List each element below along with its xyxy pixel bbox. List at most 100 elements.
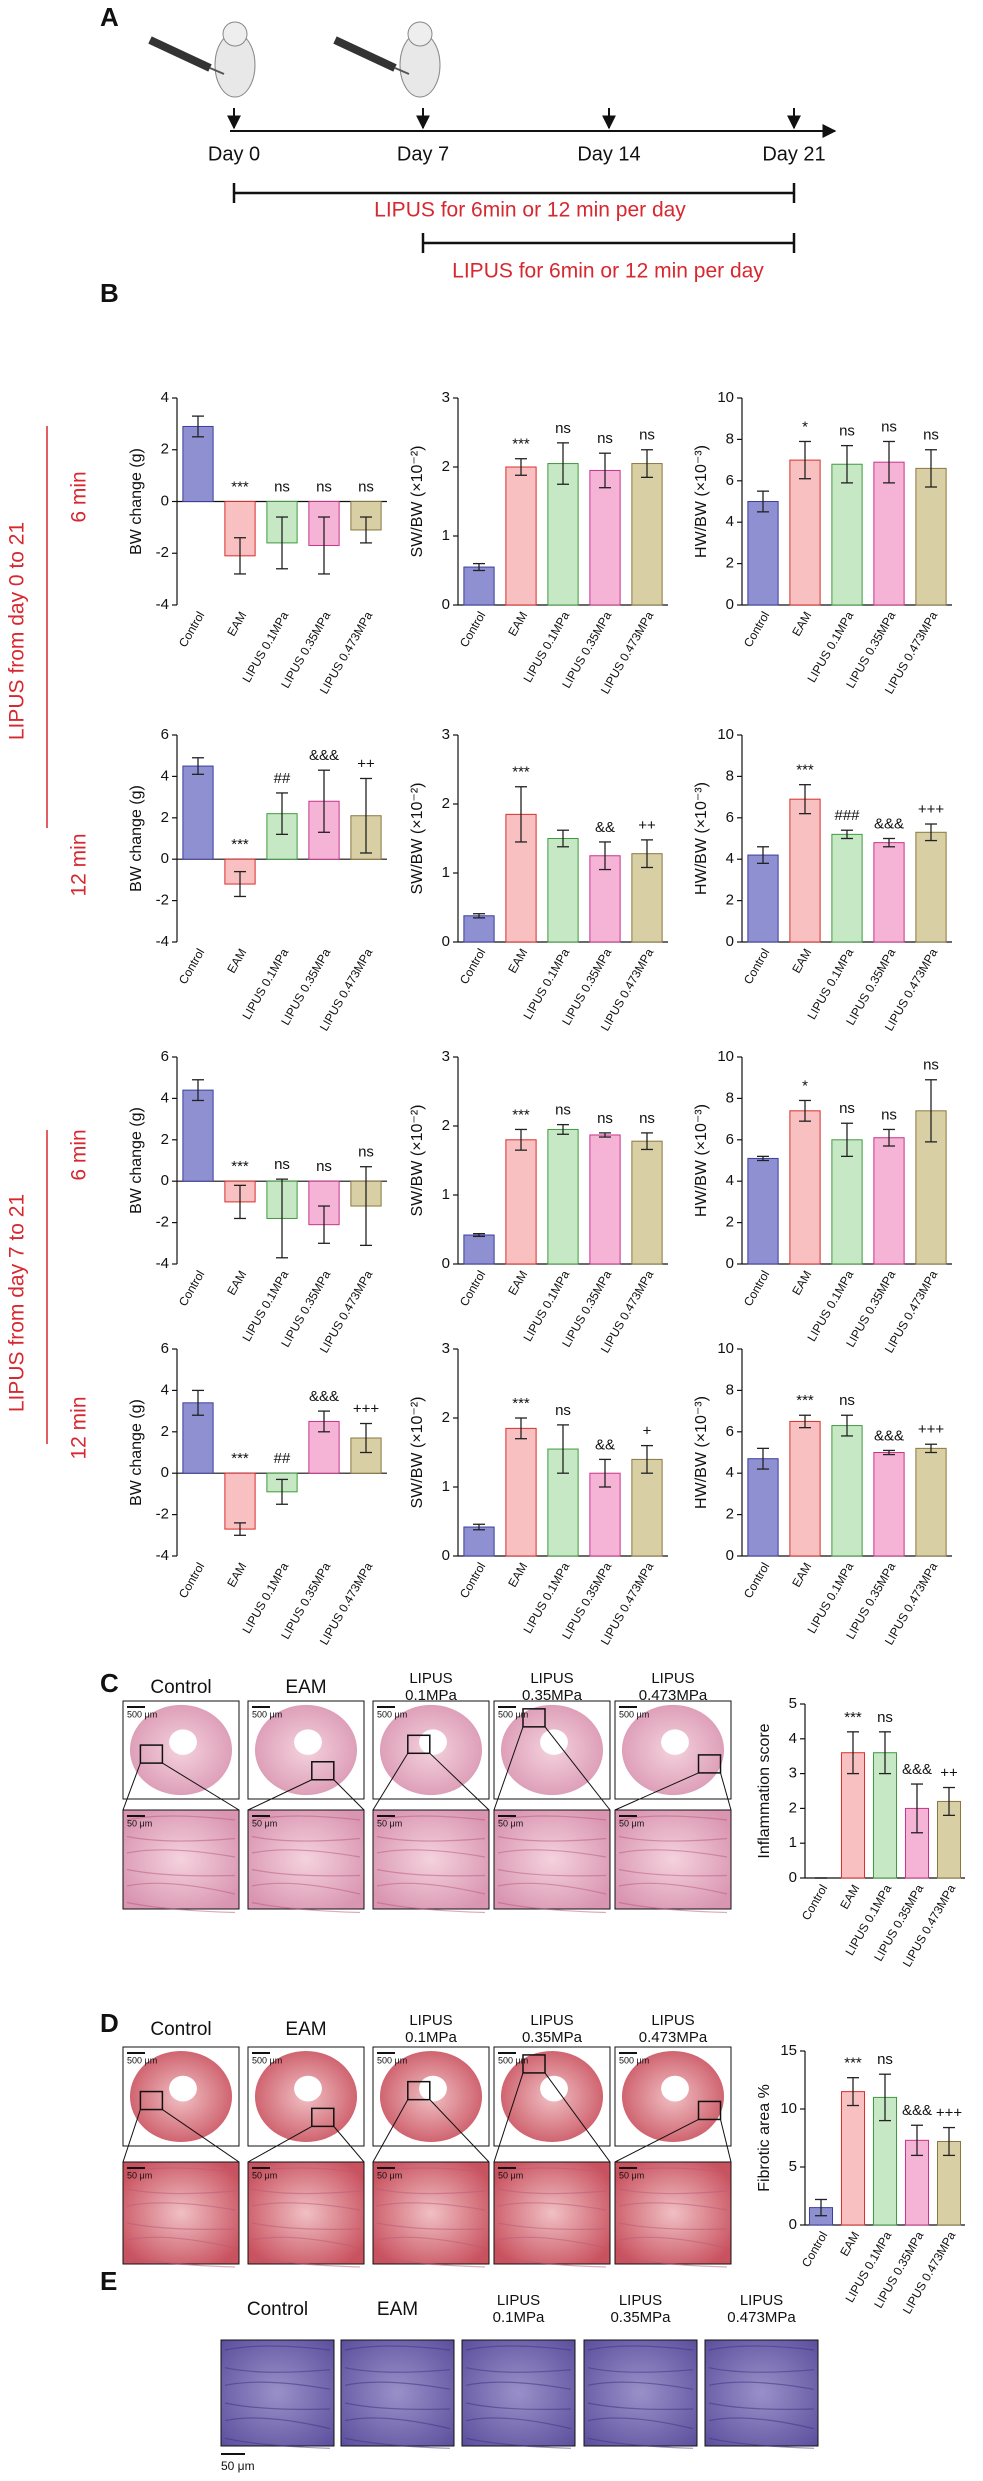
tissue-texture xyxy=(251,2202,361,2211)
y-tick-label: 15 xyxy=(780,2042,797,2059)
y-axis-label: BW change (g) xyxy=(128,1399,145,1506)
x-tick-label: EAM xyxy=(789,1268,814,1298)
scale-label: 500 μm xyxy=(377,2055,407,2065)
tissue-texture xyxy=(618,1835,728,1842)
lumen xyxy=(661,2075,689,2102)
column-header: 0.1MPa xyxy=(405,2029,457,2046)
y-tick-label: 4 xyxy=(161,1381,169,1398)
significance: * xyxy=(802,418,808,435)
tissue-texture xyxy=(126,2202,236,2211)
column-header: LIPUS xyxy=(530,1670,573,1687)
tissue-texture xyxy=(376,1901,486,1914)
y-tick-label: 5 xyxy=(789,2158,797,2175)
x-tick-label: Control xyxy=(741,609,772,650)
significance: ns xyxy=(555,1402,571,1419)
tissue-texture xyxy=(251,2222,361,2230)
significance: *** xyxy=(512,436,530,453)
column-header: LIPUS xyxy=(409,2012,452,2029)
tissue-texture xyxy=(587,2417,694,2430)
bar xyxy=(873,1452,905,1557)
y-tick-label: 2 xyxy=(726,1214,734,1231)
significance: *** xyxy=(512,1106,530,1123)
scale-label: 500 μm xyxy=(619,2055,649,2065)
bar xyxy=(789,459,821,606)
bar xyxy=(547,838,579,943)
significance: ns xyxy=(597,430,613,447)
tissue-texture xyxy=(497,1882,607,1895)
zoom-line xyxy=(333,2126,365,2163)
tissue-texture xyxy=(618,2236,728,2249)
x-tick-label: Control xyxy=(176,609,207,650)
x-tick-label: Control xyxy=(741,1560,772,1601)
y-tick-label: 10 xyxy=(780,2100,797,2117)
scale-label: 50 μm xyxy=(127,2170,152,2180)
tissue-texture xyxy=(126,1882,236,1895)
zoom-image xyxy=(340,2339,455,2447)
y-tick-label: 2 xyxy=(789,1799,797,1816)
bar xyxy=(915,467,947,606)
y-axis-label: HW/BW (×10⁻³) xyxy=(693,782,710,895)
tissue-texture xyxy=(126,1868,236,1877)
scale-label: 500 μm xyxy=(498,2055,528,2065)
tissue-texture xyxy=(465,2367,572,2373)
tissue-texture xyxy=(376,1835,486,1842)
significance: *** xyxy=(231,478,249,495)
day-label: Day 14 xyxy=(577,143,640,165)
x-tick-label: Control xyxy=(457,946,488,987)
zoom-box xyxy=(139,2090,164,2111)
bar xyxy=(747,1157,779,1265)
tissue-texture xyxy=(587,2381,694,2390)
tissue-texture xyxy=(344,2381,451,2390)
y-tick-label: 10 xyxy=(717,1048,734,1065)
lumen xyxy=(169,1729,197,1755)
zoom-line xyxy=(614,1772,699,1811)
y-tick-label: 10 xyxy=(717,1340,734,1357)
tissue-texture xyxy=(708,2437,815,2449)
y-axis-label: Fibrotic area % xyxy=(756,2084,773,2192)
y-tick-label: 0 xyxy=(161,492,169,509)
y-tick-label: 0 xyxy=(726,596,734,613)
tissue-texture xyxy=(126,2167,236,2173)
significance: ns xyxy=(555,1102,571,1119)
scale-label: 50 μm xyxy=(498,2170,523,2180)
y-axis-label: BW change (g) xyxy=(128,448,145,555)
column-header: 0.1MPa xyxy=(405,1687,457,1704)
scale-label: 50 μm xyxy=(498,1818,523,1828)
tissue-texture xyxy=(497,2167,607,2173)
y-tick-label: -4 xyxy=(156,1255,169,1272)
scale-label: 500 μm xyxy=(252,1709,282,1719)
zoom-image xyxy=(461,2339,576,2447)
tissue-texture xyxy=(618,2188,728,2195)
significance: ### xyxy=(834,807,860,824)
y-tick-label: -4 xyxy=(156,1547,169,1564)
mouse-icon xyxy=(333,21,441,98)
significance: +++ xyxy=(918,801,945,818)
y-tick-label: 2 xyxy=(442,458,450,475)
day-label: Day 7 xyxy=(397,143,449,165)
y-axis-label: SW/BW (×10⁻²) xyxy=(409,1104,426,1216)
zoom-box xyxy=(407,1734,431,1755)
significance: ns xyxy=(358,478,374,495)
tissue-texture xyxy=(708,2367,815,2373)
column-header: LIPUS xyxy=(651,1670,694,1687)
bar xyxy=(873,1137,905,1265)
tissue-texture xyxy=(224,2367,331,2373)
tissue-texture xyxy=(251,1901,361,1914)
panel-label: B xyxy=(100,278,119,308)
row-label: 6 min xyxy=(68,1129,91,1180)
tissue-texture xyxy=(618,1868,728,1877)
bar xyxy=(463,1526,495,1557)
tissue-texture xyxy=(251,2256,361,2268)
y-axis-label: Inflammation score xyxy=(756,1723,773,1858)
bar xyxy=(831,833,863,943)
tissue-texture xyxy=(376,2236,486,2249)
significance: ns xyxy=(839,1100,855,1117)
y-tick-label: 6 xyxy=(161,726,169,743)
zoom-line xyxy=(614,2119,699,2163)
x-tick-label: Control xyxy=(457,609,488,650)
bar xyxy=(505,1427,537,1557)
column-header: Control xyxy=(150,1677,211,1698)
significance: ## xyxy=(274,1450,291,1467)
x-tick-label: EAM xyxy=(224,1560,249,1590)
lumen xyxy=(540,2075,568,2102)
